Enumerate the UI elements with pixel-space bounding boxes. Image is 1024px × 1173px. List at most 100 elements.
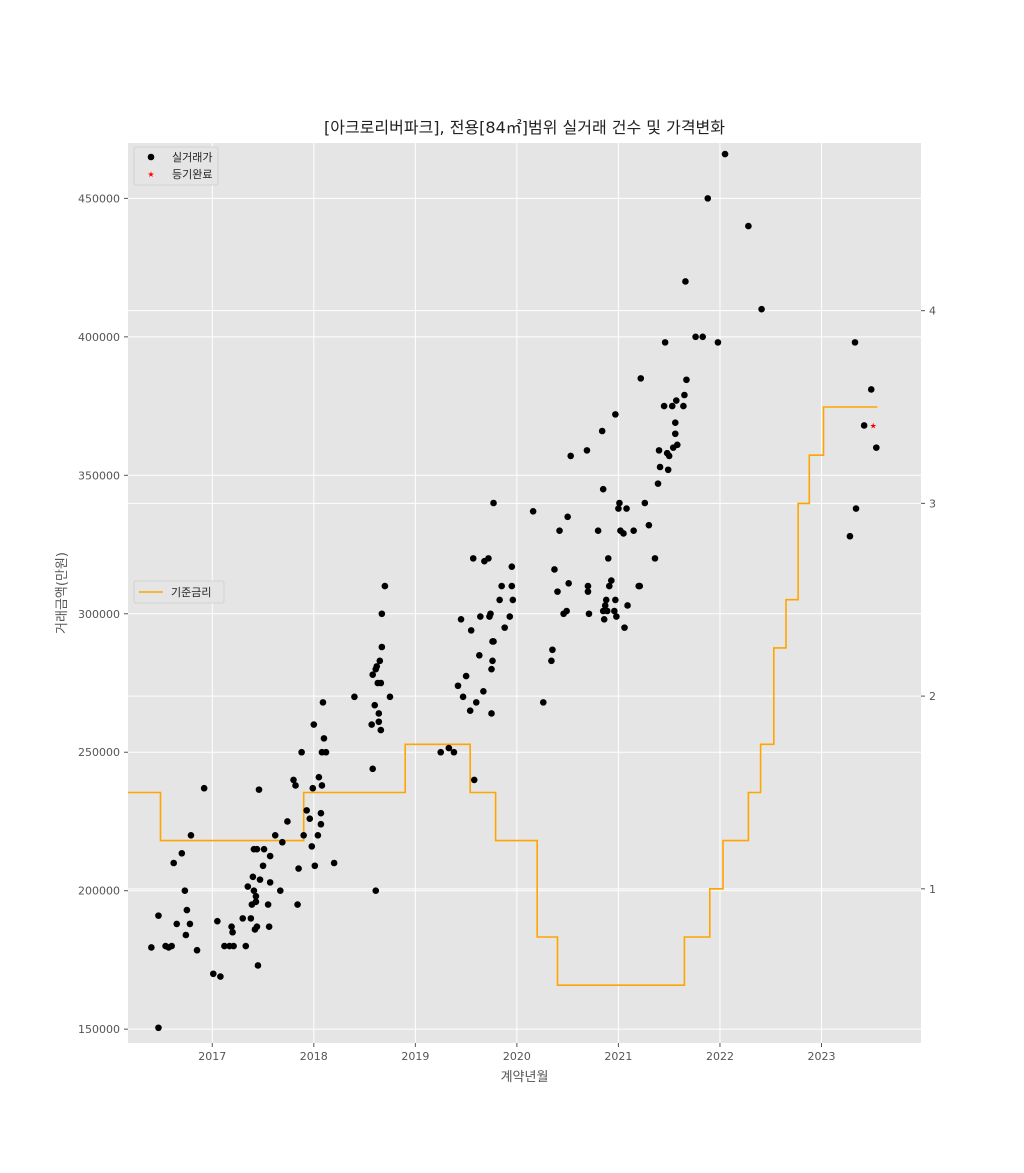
- data-point: [681, 391, 688, 399]
- data-point: [181, 887, 189, 894]
- data-point: [148, 944, 155, 951]
- grid-lines: [128, 143, 921, 1043]
- data-point: [256, 876, 264, 883]
- data-point: [369, 765, 377, 773]
- data-point: [554, 588, 561, 595]
- data-point: [655, 447, 663, 454]
- data-point: [467, 627, 475, 634]
- legend-label-rate: 기준금리: [171, 586, 211, 599]
- data-point: [665, 452, 673, 460]
- data-point: [437, 748, 445, 756]
- data-point: [605, 582, 613, 590]
- x-tick-label: 2021: [604, 1050, 632, 1063]
- data-point: [255, 786, 263, 793]
- data-point: [469, 555, 477, 562]
- data-point: [247, 915, 255, 922]
- data-point: [674, 441, 681, 449]
- data-point: [381, 582, 389, 590]
- data-point: [266, 879, 274, 886]
- data-point: [489, 657, 496, 665]
- data-point: [488, 710, 495, 717]
- data-point: [265, 923, 273, 930]
- data-point: [476, 652, 483, 659]
- data-point: [386, 693, 394, 701]
- data-point: [303, 807, 311, 814]
- data-point: [704, 195, 712, 202]
- data-point: [680, 402, 687, 410]
- data-point: [485, 555, 492, 562]
- data-point: [851, 339, 859, 346]
- data-point: [253, 923, 261, 930]
- data-point: [584, 582, 592, 590]
- y2-tick-label: 3: [929, 497, 936, 510]
- data-point: [466, 707, 474, 714]
- data-point: [472, 699, 480, 706]
- data-point: [450, 748, 458, 756]
- data-point: [598, 427, 606, 435]
- data-point: [637, 375, 645, 382]
- data-point: [277, 887, 284, 894]
- chart-title: [아크로리버파크], 전용[84㎡]범위 실거래 건수 및 가격변화: [324, 118, 725, 137]
- data-point: [563, 607, 570, 615]
- axes-layer: 2017 2018 2019 2020 2021 2022 2023 150000 200000…: [78, 192, 936, 1063]
- data-point: [462, 672, 470, 680]
- data-point: [682, 278, 689, 285]
- y-tick-label: 300000: [78, 608, 120, 621]
- data-point: [260, 845, 268, 853]
- data-point: [501, 624, 509, 631]
- data-point: [636, 582, 644, 590]
- data-point: [377, 726, 385, 734]
- data-point: [295, 865, 302, 872]
- data-point: [170, 859, 177, 867]
- data-point: [630, 527, 637, 534]
- data-point: [252, 898, 260, 906]
- data-point: [567, 452, 574, 460]
- data-point: [490, 638, 497, 645]
- y-axis-label: 거래금액(만원): [55, 552, 70, 634]
- data-point: [660, 402, 668, 410]
- data-point: [624, 602, 631, 609]
- data-point: [583, 447, 591, 454]
- data-point: [200, 784, 208, 792]
- data-point: [608, 577, 615, 584]
- data-point: [168, 942, 175, 950]
- data-point: [620, 530, 627, 537]
- x-tick-label: 2017: [198, 1050, 226, 1063]
- data-point: [308, 843, 316, 850]
- data-point: [612, 596, 619, 604]
- data-point: [284, 818, 291, 825]
- data-point: [378, 610, 386, 618]
- data-point: [758, 305, 765, 313]
- data-point: [315, 773, 323, 781]
- data-point: [477, 613, 484, 620]
- data-point: [873, 444, 880, 451]
- data-point: [612, 411, 619, 418]
- data-point: [600, 616, 608, 623]
- data-point: [187, 832, 195, 839]
- data-point: [551, 566, 558, 573]
- data-point: [317, 809, 325, 817]
- data-point: [292, 782, 299, 789]
- data-point: [645, 521, 653, 529]
- data-point: [259, 862, 267, 870]
- data-point: [508, 582, 516, 590]
- data-point: [488, 665, 495, 673]
- data-point: [239, 915, 247, 922]
- y-tick-label: 400000: [78, 331, 120, 344]
- data-point: [487, 610, 494, 618]
- plot-area: [128, 143, 921, 1043]
- data-point: [317, 820, 325, 828]
- data-point: [155, 1024, 162, 1032]
- data-point: [602, 596, 610, 604]
- data-point: [611, 607, 618, 615]
- data-point: [745, 222, 752, 230]
- data-point: [221, 942, 228, 950]
- data-point: [594, 527, 602, 534]
- legend-marker-registered: ★: [147, 170, 154, 179]
- data-point: [846, 532, 854, 540]
- x-tick-label: 2020: [503, 1050, 531, 1063]
- data-point: [508, 563, 516, 570]
- data-point: [585, 610, 593, 618]
- data-point: [314, 832, 322, 839]
